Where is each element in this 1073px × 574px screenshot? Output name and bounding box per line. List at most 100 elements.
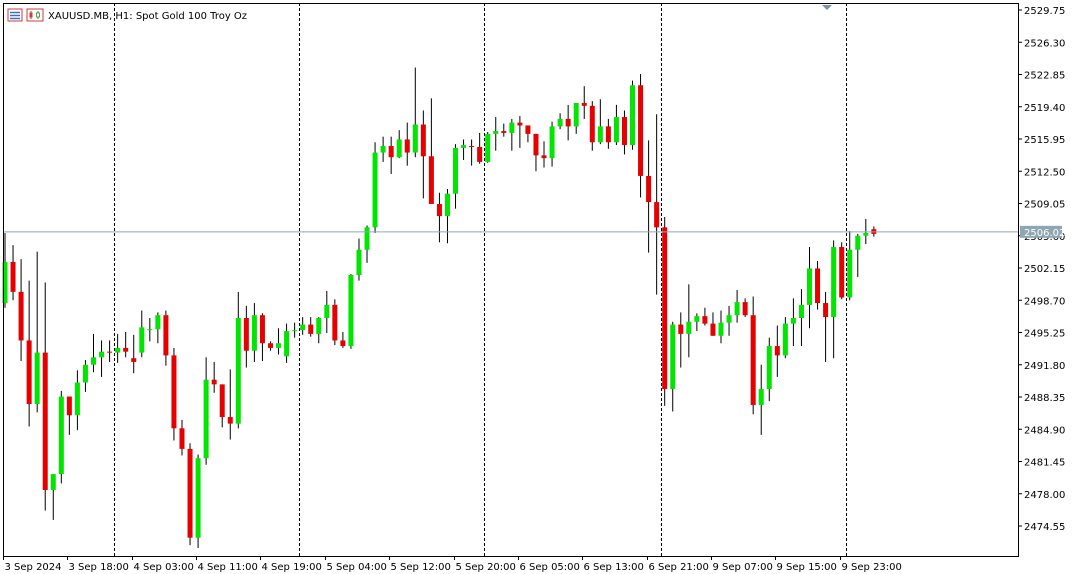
candle[interactable]: [388, 136, 394, 175]
candle[interactable]: [179, 419, 185, 456]
candle[interactable]: [581, 86, 587, 119]
time-axis[interactable]: 3 Sep 2024 3 Sep 18:00 4 Sep 03:00 4 Sep 11…: [3, 556, 902, 573]
candle[interactable]: [123, 332, 129, 358]
candle[interactable]: [541, 141, 547, 168]
candle[interactable]: [74, 370, 80, 431]
candle[interactable]: [308, 317, 314, 337]
candle[interactable]: [525, 125, 531, 143]
candle[interactable]: [219, 384, 225, 428]
candle[interactable]: [139, 310, 145, 358]
candle[interactable]: [107, 340, 113, 362]
candle[interactable]: [428, 98, 434, 204]
candle[interactable]: [171, 347, 177, 441]
candle[interactable]: [485, 131, 491, 163]
candle[interactable]: [34, 251, 40, 413]
candle[interactable]: [509, 118, 515, 151]
candle[interactable]: [573, 103, 579, 134]
candle[interactable]: [807, 246, 812, 329]
candle[interactable]: [131, 334, 137, 374]
candle[interactable]: [815, 260, 821, 310]
candle[interactable]: [766, 337, 772, 402]
candle[interactable]: [259, 313, 265, 362]
candle[interactable]: [718, 310, 724, 344]
candle[interactable]: [10, 245, 16, 301]
candle[interactable]: [412, 67, 418, 158]
candle[interactable]: [517, 116, 523, 148]
candle[interactable]: [686, 284, 692, 358]
candle[interactable]: [533, 133, 539, 172]
chart-menu-icon[interactable]: [7, 8, 23, 22]
candle[interactable]: [758, 364, 764, 435]
candle[interactable]: [605, 118, 611, 149]
candle[interactable]: [300, 317, 306, 335]
candle[interactable]: [90, 333, 96, 373]
candle-chart-icon[interactable]: [26, 8, 44, 22]
candle[interactable]: [332, 299, 338, 346]
candle[interactable]: [823, 291, 829, 362]
candle[interactable]: [380, 136, 386, 162]
candle[interactable]: [662, 217, 668, 406]
candle[interactable]: [284, 323, 290, 363]
candle[interactable]: [444, 189, 450, 244]
candle[interactable]: [42, 282, 48, 511]
candle[interactable]: [235, 291, 241, 429]
candle[interactable]: [324, 290, 330, 333]
candle[interactable]: [356, 238, 362, 281]
candle[interactable]: [589, 101, 595, 151]
candle[interactable]: [493, 117, 499, 151]
candle[interactable]: [621, 110, 627, 155]
candle[interactable]: [155, 312, 161, 344]
chart-shift-marker-icon[interactable]: [822, 5, 832, 10]
candle[interactable]: [477, 132, 483, 164]
candle[interactable]: [646, 140, 652, 253]
candle[interactable]: [501, 123, 507, 137]
candle[interactable]: [115, 333, 121, 363]
candle[interactable]: [565, 104, 571, 141]
candle[interactable]: [742, 298, 748, 318]
candle[interactable]: [678, 312, 684, 368]
candle[interactable]: [774, 325, 780, 377]
candle[interactable]: [420, 110, 426, 199]
candle[interactable]: [790, 298, 796, 347]
candle[interactable]: [66, 396, 72, 435]
candle[interactable]: [26, 280, 32, 427]
candle[interactable]: [147, 318, 153, 342]
candle[interactable]: [469, 139, 475, 166]
candle[interactable]: [251, 303, 257, 362]
candle[interactable]: [549, 121, 555, 167]
candle[interactable]: [396, 130, 402, 159]
candle[interactable]: [750, 296, 756, 415]
candle[interactable]: [163, 310, 169, 366]
candle[interactable]: [203, 357, 209, 465]
candle[interactable]: [187, 443, 193, 546]
candle[interactable]: [847, 231, 853, 301]
candle[interactable]: [557, 113, 563, 130]
candle[interactable]: [831, 240, 837, 359]
candle[interactable]: [211, 361, 217, 393]
candle[interactable]: [340, 332, 346, 348]
candle[interactable]: [267, 341, 273, 351]
candle[interactable]: [855, 233, 861, 277]
candle[interactable]: [597, 99, 603, 145]
candle[interactable]: [782, 317, 788, 359]
candle[interactable]: [292, 322, 298, 338]
candle[interactable]: [243, 305, 249, 368]
candle[interactable]: [726, 305, 732, 336]
candle[interactable]: [82, 360, 88, 392]
candle[interactable]: [694, 313, 700, 332]
candle[interactable]: [18, 259, 24, 362]
candle[interactable]: [227, 369, 233, 440]
candle[interactable]: [404, 122, 410, 166]
candle[interactable]: [798, 289, 804, 347]
candle[interactable]: [670, 321, 676, 412]
candle[interactable]: [348, 274, 354, 349]
candle[interactable]: [654, 114, 660, 295]
candle[interactable]: [630, 80, 636, 150]
candle[interactable]: [613, 104, 619, 146]
candle[interactable]: [710, 312, 716, 336]
candle[interactable]: [638, 74, 644, 198]
candle[interactable]: [734, 289, 740, 323]
candle[interactable]: [2, 232, 8, 308]
candle[interactable]: [702, 307, 708, 326]
